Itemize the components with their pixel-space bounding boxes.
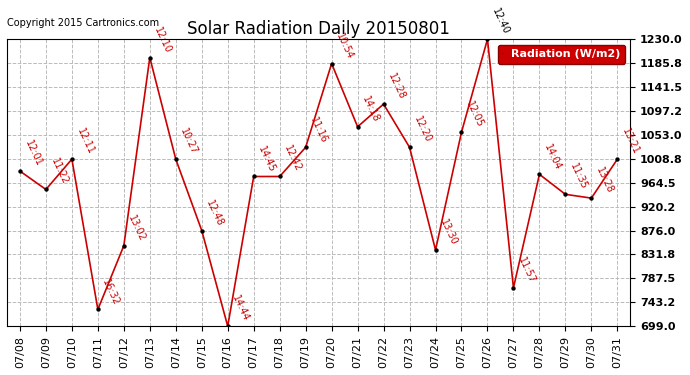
Point <box>66 156 77 162</box>
Text: 12:10: 12:10 <box>152 26 173 55</box>
Text: 13:28: 13:28 <box>594 166 615 195</box>
Point <box>482 36 493 42</box>
Point <box>534 171 545 177</box>
Text: 12:48: 12:48 <box>204 198 226 228</box>
Text: Copyright 2015 Cartronics.com: Copyright 2015 Cartronics.com <box>7 18 159 28</box>
Point <box>196 228 207 234</box>
Point <box>274 174 285 180</box>
Text: 13:30: 13:30 <box>438 218 459 247</box>
Point <box>352 124 363 130</box>
Title: Solar Radiation Daily 20150801: Solar Radiation Daily 20150801 <box>187 20 450 38</box>
Point <box>430 247 441 253</box>
Point <box>14 168 26 174</box>
Text: 12:20: 12:20 <box>413 115 433 144</box>
Point <box>92 306 104 312</box>
Text: 11:16: 11:16 <box>308 115 329 144</box>
Point <box>300 144 311 150</box>
Point <box>508 285 519 291</box>
Text: 14:18: 14:18 <box>360 94 381 124</box>
Text: 11:57: 11:57 <box>516 255 537 285</box>
Point <box>170 156 181 162</box>
Point <box>144 55 155 61</box>
Text: 10:54: 10:54 <box>335 31 355 61</box>
Text: 10:27: 10:27 <box>179 127 199 156</box>
Point <box>118 243 129 249</box>
Text: 13:02: 13:02 <box>126 213 148 243</box>
Legend: Radiation (W/m2): Radiation (W/m2) <box>497 45 624 64</box>
Text: 14:45: 14:45 <box>257 144 277 174</box>
Point <box>326 60 337 66</box>
Text: 12:42: 12:42 <box>282 144 304 174</box>
Text: 12:01: 12:01 <box>23 139 43 168</box>
Text: 16:32: 16:32 <box>101 277 121 307</box>
Text: 13:21: 13:21 <box>620 127 641 156</box>
Text: 14:04: 14:04 <box>542 142 563 171</box>
Point <box>404 144 415 150</box>
Point <box>456 129 467 135</box>
Text: 11:35: 11:35 <box>568 162 589 192</box>
Text: 12:11: 12:11 <box>75 127 95 156</box>
Text: 11:22: 11:22 <box>49 157 70 187</box>
Point <box>222 323 233 329</box>
Point <box>612 156 623 162</box>
Point <box>41 186 52 192</box>
Text: 12:05: 12:05 <box>464 100 485 129</box>
Text: 12:40: 12:40 <box>491 7 511 36</box>
Point <box>248 174 259 180</box>
Text: 14:44: 14:44 <box>230 294 251 323</box>
Point <box>586 195 597 201</box>
Point <box>560 191 571 197</box>
Point <box>378 101 389 107</box>
Text: 12:28: 12:28 <box>386 72 407 101</box>
